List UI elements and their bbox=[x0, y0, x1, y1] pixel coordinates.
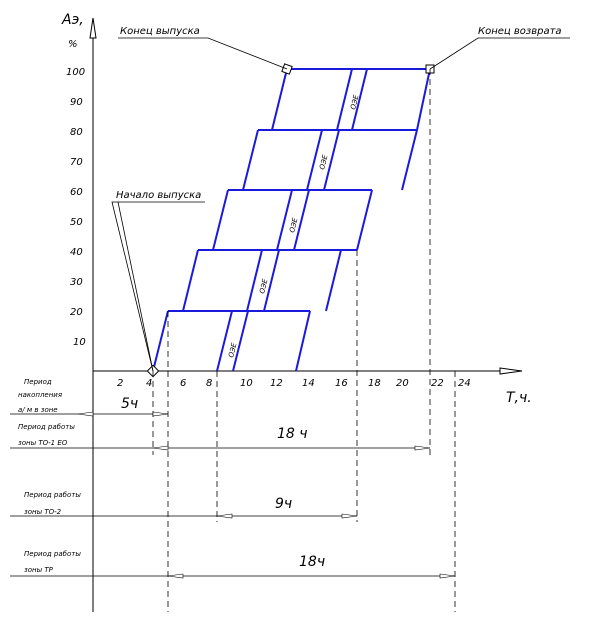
release-end-leader bbox=[118, 37, 288, 70]
inner-line-b bbox=[263, 249, 280, 312]
band-labels: ОЭЕ ОЭЕ ОЭЕ ОЭЕ ОЭЕ bbox=[227, 94, 360, 359]
period-duration: 5ч bbox=[121, 396, 138, 412]
x-tick: 8 bbox=[206, 378, 212, 389]
dimension-arrow bbox=[216, 513, 233, 519]
band-label: ОЭЕ bbox=[288, 217, 299, 234]
x-tick: 24 bbox=[458, 378, 471, 389]
x-tick: 12 bbox=[270, 378, 283, 389]
period-duration: 18ч bbox=[299, 554, 325, 570]
y-tick: 20 bbox=[70, 307, 83, 318]
y-tick: 70 bbox=[70, 157, 83, 168]
x-tick: 16 bbox=[335, 378, 348, 389]
band-label: ОЭЕ bbox=[258, 278, 269, 295]
inner-line-a bbox=[276, 189, 293, 251]
release-start-label: Начало выпуска bbox=[116, 190, 201, 201]
y-tick: 10 bbox=[73, 337, 86, 348]
x-tick: 18 bbox=[368, 378, 381, 389]
inner-line-b bbox=[232, 310, 249, 372]
inner-line-b bbox=[293, 189, 310, 251]
dimension-arrow bbox=[341, 513, 358, 519]
band-label: ОЭЕ bbox=[349, 94, 360, 111]
period-label-line: Период bbox=[24, 378, 52, 386]
inner-line-a bbox=[306, 129, 323, 191]
return-end-label: Конец возврата bbox=[478, 26, 562, 37]
return-step bbox=[356, 189, 373, 251]
return-step bbox=[401, 129, 418, 191]
period-label-line: Период работы bbox=[24, 550, 81, 558]
x-ticks: 2 4 6 8 10 12 14 16 18 20 22 24 bbox=[117, 378, 471, 389]
x-tick: 14 bbox=[302, 378, 315, 389]
dimension-arrow bbox=[152, 411, 169, 417]
release-start-leader-2 bbox=[117, 201, 154, 372]
release-step bbox=[212, 189, 229, 251]
period-rows: Период накопления а/ м в зоне 5ч Период … bbox=[10, 378, 456, 579]
dimension-arrow bbox=[152, 445, 169, 451]
period-label-line: а/ м в зоне bbox=[18, 406, 58, 414]
x-tick: 4 bbox=[146, 378, 152, 389]
dimension-arrow bbox=[439, 573, 456, 579]
period-duration: 18 ч bbox=[277, 426, 308, 442]
y-tick: 80 bbox=[70, 127, 83, 138]
y-ticks: 10 20 30 40 50 60 70 80 90 100 bbox=[66, 67, 86, 348]
y-axis-unit: % bbox=[68, 39, 78, 50]
inner-line-a bbox=[246, 249, 263, 312]
release-step bbox=[242, 129, 259, 191]
release-step bbox=[182, 249, 199, 312]
period-label-line: зоны ТО-1 ЕО bbox=[18, 439, 68, 447]
inner-line-b bbox=[351, 68, 368, 131]
period-label-line: Период работы bbox=[18, 423, 75, 431]
inner-line-a bbox=[216, 310, 233, 372]
return-step bbox=[416, 68, 431, 131]
projection-lines bbox=[152, 69, 456, 612]
x-tick: 2 bbox=[117, 378, 123, 389]
x-axis-arrow bbox=[499, 367, 523, 375]
period-label-line: зоны ТР bbox=[24, 566, 54, 574]
period-label-line: накопления bbox=[18, 391, 62, 399]
band-label: ОЭЕ bbox=[318, 154, 329, 171]
y-tick: 50 bbox=[70, 217, 83, 228]
period-label-line: зоны ТО-2 bbox=[24, 508, 62, 516]
schedule-bands bbox=[152, 68, 431, 372]
callout-leaders bbox=[111, 37, 570, 372]
x-tick: 6 bbox=[180, 378, 186, 389]
y-tick: 60 bbox=[70, 187, 83, 198]
x-tick: 10 bbox=[240, 378, 253, 389]
y-axis-label: Аэ, bbox=[61, 12, 84, 28]
inner-line-b bbox=[323, 129, 340, 191]
dimension-arrow bbox=[414, 445, 431, 451]
y-axis-arrow bbox=[89, 17, 97, 39]
inner-line-a bbox=[336, 68, 353, 131]
band-label: ОЭЕ bbox=[227, 342, 238, 359]
y-tick: 90 bbox=[70, 97, 83, 108]
dimension-arrow bbox=[77, 411, 94, 417]
release-step bbox=[271, 68, 288, 131]
release-end-label: Конец выпуска bbox=[120, 26, 200, 37]
x-tick: 20 bbox=[396, 378, 409, 389]
release-start-leader bbox=[111, 201, 205, 372]
y-tick: 100 bbox=[66, 67, 85, 78]
x-axis-label: Т,ч. bbox=[506, 390, 532, 406]
release-step bbox=[152, 310, 169, 372]
period-label-line: Период работы bbox=[24, 491, 81, 499]
y-tick: 30 bbox=[70, 277, 83, 288]
x-tick: 22 bbox=[431, 378, 444, 389]
return-end-leader bbox=[429, 37, 570, 70]
return-step bbox=[325, 249, 342, 312]
period-duration: 9ч bbox=[275, 496, 292, 512]
axes bbox=[89, 17, 523, 612]
return-step bbox=[295, 310, 311, 372]
y-tick: 40 bbox=[70, 247, 83, 258]
dimension-arrow bbox=[167, 573, 184, 579]
